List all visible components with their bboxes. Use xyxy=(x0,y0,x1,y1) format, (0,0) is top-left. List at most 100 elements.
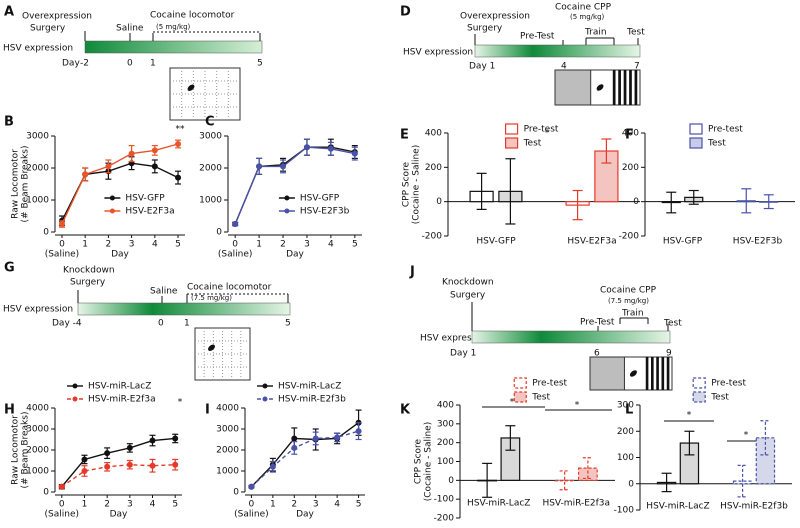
timeline-label: Cocaine locomotor xyxy=(150,11,235,21)
timeline-label: -2 xyxy=(80,59,89,69)
timeline-label: Train xyxy=(621,309,644,319)
x-tick-label: 5 xyxy=(352,240,358,250)
x-tick-label: 2 xyxy=(106,240,112,250)
data-point xyxy=(355,428,362,435)
data-point xyxy=(280,163,287,170)
data-point xyxy=(58,483,65,490)
data-point xyxy=(291,435,298,442)
timeline-label: Day 1 xyxy=(450,349,476,359)
expression-bar xyxy=(77,302,291,316)
y-tick-label: 0 xyxy=(43,228,49,238)
x-tick-label: 2 xyxy=(104,500,110,510)
legend-label: Pre-test xyxy=(524,125,559,135)
legend-marker xyxy=(109,208,115,214)
legend-marker xyxy=(284,195,290,201)
data-point xyxy=(126,444,133,451)
data-point xyxy=(175,174,182,181)
panel-label: E xyxy=(400,128,409,143)
data-point xyxy=(82,171,89,178)
y-tick-label: -200 xyxy=(422,232,443,242)
timeline-label: HSV expression xyxy=(3,44,73,54)
bar xyxy=(554,479,575,482)
x-tick-label: 2 xyxy=(291,500,297,510)
timeline-label: Test xyxy=(663,319,682,329)
category-label: HSV-miR-LacZ xyxy=(467,499,530,509)
y-tick-label: 200 xyxy=(622,163,639,173)
error-bar xyxy=(582,457,593,480)
x-sublabel: (Saline) xyxy=(45,250,80,260)
timeline-label: Cocaine CPP xyxy=(600,286,657,296)
x-tick-label: 3 xyxy=(313,500,319,510)
legend-label: HSV-miR-E2f3b xyxy=(278,395,346,405)
legend-swatch xyxy=(689,123,703,135)
annotation: ** xyxy=(176,125,186,135)
timeline-label: (5 mg/kg) xyxy=(570,13,605,21)
y-axis-label: CPP Score xyxy=(414,438,424,484)
y-tick-label: 300 xyxy=(617,401,634,411)
legend-label: HSV-miR-LacZ xyxy=(278,382,341,392)
y-axis-label: (# Beam Breaks) xyxy=(21,146,31,223)
data-point xyxy=(151,163,158,170)
legend-label: Pre-test xyxy=(532,379,567,389)
y-tick-label: 400 xyxy=(425,129,442,139)
legend-label: HSV-GFP xyxy=(125,194,165,204)
y-tick-label: 0 xyxy=(43,488,49,498)
error-bar xyxy=(737,464,748,498)
data-point xyxy=(351,150,358,157)
legend-label: HSV-GFP xyxy=(300,194,340,204)
data-point xyxy=(104,463,111,470)
mouse-icon xyxy=(187,84,195,91)
x-tick-label: 3 xyxy=(127,500,133,510)
timeline-label: 4 xyxy=(561,62,567,72)
x-tick-label: 3 xyxy=(304,240,310,250)
x-axis-label: Day xyxy=(286,250,304,260)
annotation: * xyxy=(744,431,749,441)
bar xyxy=(577,467,598,481)
cpp-stripe xyxy=(661,357,665,390)
data-point xyxy=(58,221,65,227)
data-point xyxy=(151,147,158,154)
bar xyxy=(732,480,753,485)
timeline-label: 0 xyxy=(127,59,133,69)
timeline-label: Surgery xyxy=(467,24,503,34)
x-tick-label: 5 xyxy=(356,500,362,510)
x-tick-label: 0 xyxy=(59,500,65,510)
timeline-label: Cocaine CPP xyxy=(555,3,612,13)
data-point xyxy=(291,444,298,451)
legend-marker xyxy=(284,208,290,214)
legend-label: HSV-miR-E2f3a xyxy=(88,395,156,405)
legend-swatch xyxy=(692,391,706,403)
timeline-label: Day 1 xyxy=(469,62,495,72)
timeline-label: Day -4 xyxy=(52,319,82,329)
timeline-label: HSV expression xyxy=(420,334,490,344)
error-bar xyxy=(661,472,672,493)
y-tick-label: -200 xyxy=(619,232,640,242)
y-axis-label: (# Beam Breaks) xyxy=(21,412,31,489)
data-point xyxy=(269,463,276,470)
timeline-label: Knockdown xyxy=(442,278,494,288)
cpp-gray xyxy=(554,69,592,106)
series-line xyxy=(250,430,359,488)
legend-marker xyxy=(72,396,78,402)
y-tick-label: 400 xyxy=(437,401,454,411)
legend-swatch xyxy=(513,391,527,403)
timeline-label: Surgery xyxy=(30,24,66,34)
legend-label: Test xyxy=(710,393,729,403)
series-line xyxy=(234,146,355,225)
x-tick-label: 5 xyxy=(172,500,178,510)
legend-label: Test xyxy=(531,393,550,403)
legend-marker xyxy=(72,383,78,389)
legend-swatch xyxy=(505,123,519,135)
data-point xyxy=(232,221,239,227)
annotation: * xyxy=(687,411,692,421)
data-point xyxy=(248,483,255,490)
timeline-label: Cocaine locomotor xyxy=(187,283,272,293)
panel-label: K xyxy=(400,403,411,418)
y-tick-label: 4000 xyxy=(26,404,49,414)
timeline-label: 1 xyxy=(184,319,190,329)
x-axis-label: Day xyxy=(296,510,314,520)
error-bar xyxy=(505,425,516,451)
x-tick-label: 3 xyxy=(129,240,135,250)
error-bar xyxy=(688,189,699,205)
